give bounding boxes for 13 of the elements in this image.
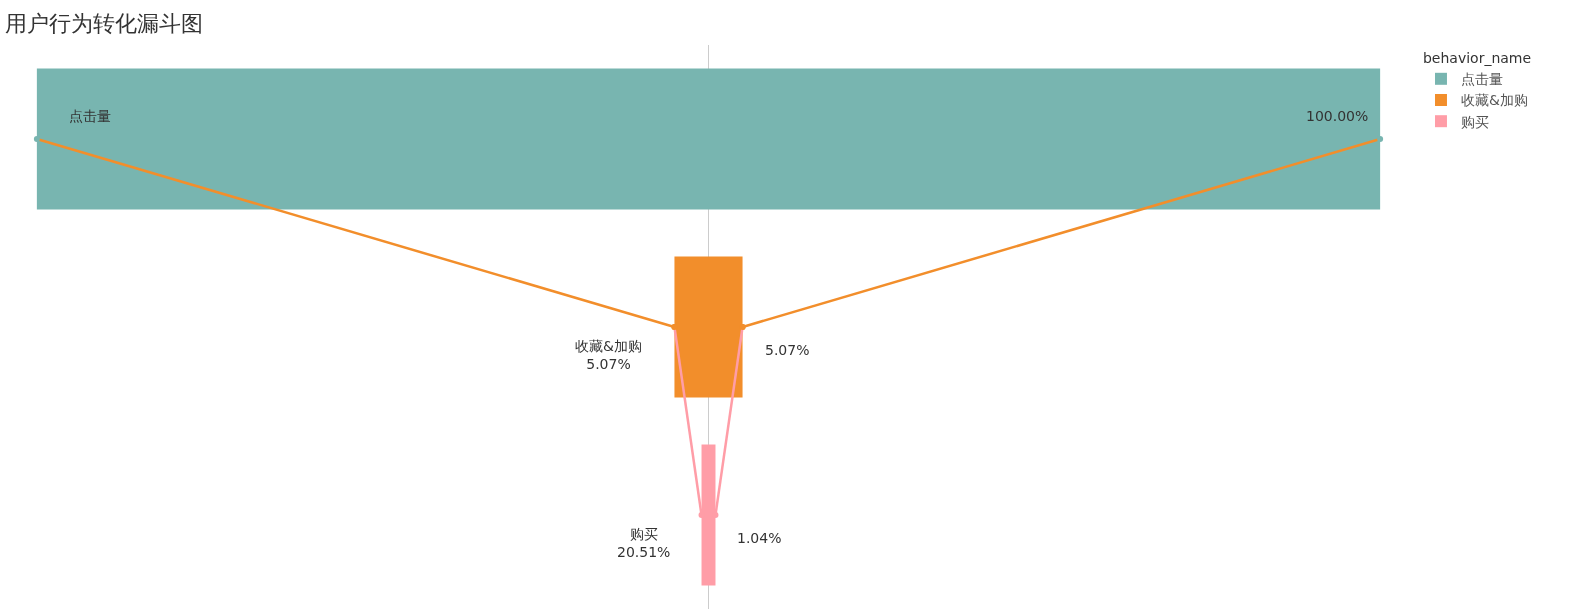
data-label: 100.00% (1306, 108, 1369, 124)
legend-label: 购买 (1460, 113, 1489, 130)
text: 5.07% (586, 356, 631, 373)
legend-label: 点击量 (1460, 71, 1503, 88)
category-label: 购买 (629, 526, 658, 542)
text: 用户行为转化漏斗图 (4, 10, 203, 36)
legend-label: 收藏&加购 (1460, 92, 1528, 109)
category-label: 收藏&加购 (575, 338, 642, 354)
text: 20.51% (617, 544, 671, 561)
data-label: 1.04% (737, 530, 782, 546)
category-label: 点击量 (69, 108, 111, 124)
legend-title: behavior_name (1422, 50, 1532, 67)
data-label: 5.07% (765, 342, 810, 358)
